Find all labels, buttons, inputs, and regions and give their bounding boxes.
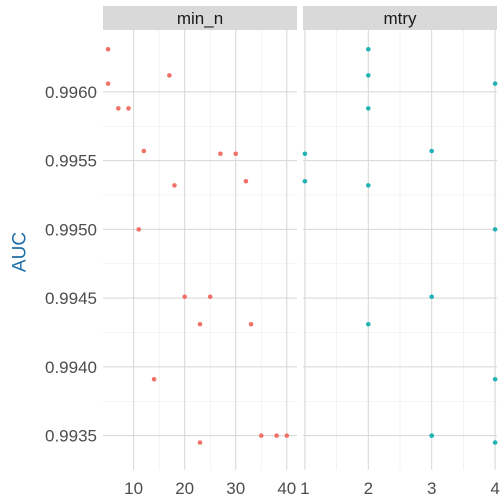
data-point	[151, 376, 157, 382]
data-point	[116, 106, 121, 111]
data-point	[105, 81, 111, 86]
x-tick-label: 1	[300, 479, 309, 498]
data-point	[233, 151, 239, 157]
x-tick-label: 20	[175, 479, 194, 498]
y-tick-label: 0.9950	[45, 220, 97, 239]
facet-panels: 10 20 30 40 min_n 1 2 3 4 mtry	[103, 6, 500, 498]
data-point	[492, 81, 498, 86]
data-point	[207, 294, 213, 300]
panel-background	[103, 30, 297, 470]
data-point	[172, 183, 177, 188]
data-point	[302, 151, 308, 157]
data-point	[167, 73, 172, 78]
y-tick-label: 0.9960	[45, 83, 97, 102]
y-tick-label: 0.9940	[45, 358, 97, 377]
data-point	[366, 106, 371, 111]
facet-panel-mtry: 1 2 3 4 mtry	[300, 6, 500, 498]
data-point	[366, 73, 371, 78]
data-point	[243, 178, 249, 184]
y-tick-label: 0.9935	[45, 427, 97, 446]
data-point	[492, 376, 498, 382]
data-point	[429, 148, 434, 154]
data-point	[366, 46, 371, 52]
facet-strip-label: mtry	[383, 9, 417, 28]
x-tick-label: 10	[124, 479, 143, 498]
data-point	[492, 440, 498, 445]
y-tick-label: 0.9945	[45, 289, 97, 308]
data-point	[274, 433, 279, 438]
facet-strip-label: min_n	[177, 9, 223, 28]
data-point	[141, 148, 147, 154]
y-tick-label: 0.9955	[45, 152, 97, 171]
x-tick-label: 3	[427, 479, 436, 498]
data-point	[366, 183, 371, 188]
data-point	[182, 294, 187, 300]
y-axis-title: AUC	[10, 232, 31, 272]
y-axis: 0.9935 0.9940 0.9945 0.9950 0.9955 0.9960	[45, 83, 97, 446]
data-point	[197, 440, 203, 445]
x-tick-label: 4	[490, 479, 499, 498]
data-point	[429, 294, 434, 300]
data-point	[136, 227, 142, 232]
x-tick-label: 30	[226, 479, 245, 498]
data-point	[258, 433, 264, 438]
data-point	[429, 433, 434, 438]
facet-strip	[103, 6, 297, 30]
facet-strip	[303, 6, 497, 30]
x-tick-label: 2	[364, 479, 373, 498]
facet-panel-min-n: 10 20 30 40 min_n	[103, 6, 297, 498]
data-point	[105, 46, 111, 52]
x-tick-label: 40	[277, 479, 296, 498]
data-point	[248, 321, 254, 327]
data-point	[302, 178, 308, 184]
data-point	[284, 433, 290, 438]
data-point	[197, 321, 203, 327]
data-point	[126, 106, 131, 111]
data-point	[366, 321, 371, 327]
data-point	[492, 227, 498, 232]
data-point	[218, 151, 223, 157]
